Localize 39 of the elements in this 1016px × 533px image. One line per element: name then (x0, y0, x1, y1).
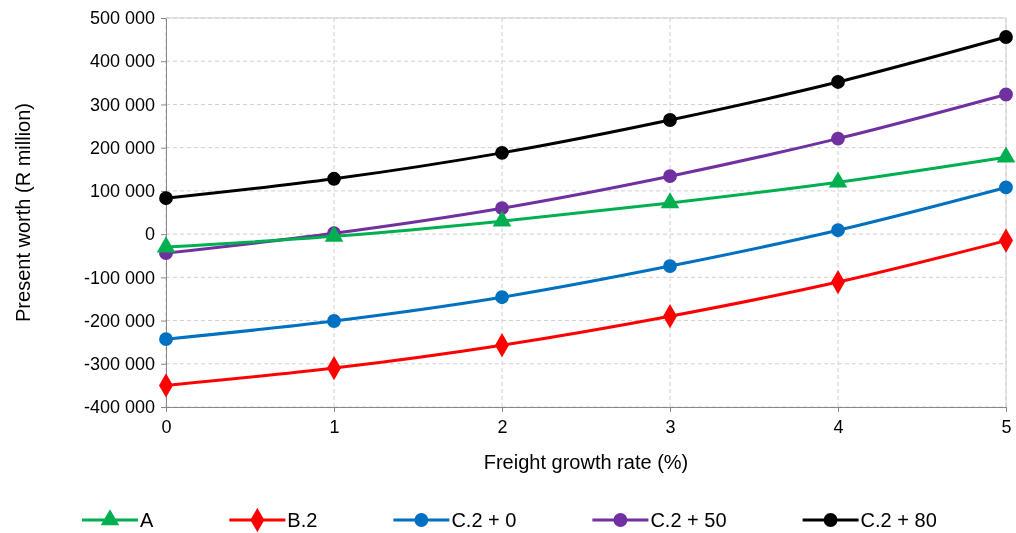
point (831, 75, 845, 89)
x-tick-label: 2 (497, 416, 508, 437)
point (663, 169, 677, 184)
y-tick-label: -100 000 (83, 267, 155, 288)
x-tick-label: 3 (665, 416, 676, 437)
legend-label: B.2 (287, 509, 318, 531)
y-tick-label: 0 (144, 224, 155, 245)
legend-label: C.2 + 0 (451, 509, 517, 531)
y-tick-label: 200 000 (89, 137, 155, 158)
point (495, 201, 509, 216)
x-tick-label: 0 (161, 416, 172, 437)
point (831, 223, 845, 238)
legend-label: C.2 + 50 (650, 509, 727, 531)
x-tick-label: 4 (833, 416, 844, 437)
point (663, 259, 677, 273)
y-tick-label: 300 000 (89, 94, 155, 115)
point (327, 314, 341, 328)
x-axis-title: Freight growth rate (%) (483, 451, 689, 473)
y-tick-label: 500 000 (89, 8, 155, 29)
x-tick-label: 5 (1001, 416, 1012, 437)
y-tick-label: -200 000 (83, 310, 155, 331)
point (159, 332, 173, 347)
y-tick-label: 400 000 (89, 51, 155, 72)
y-tick-label: 100 000 (89, 181, 155, 202)
y-tick-label: -400 000 (83, 397, 155, 418)
point (999, 180, 1013, 195)
point (831, 131, 845, 146)
point (159, 191, 173, 206)
y-axis-title: Present worth (R million) (12, 103, 34, 322)
y-tick-label: -300 000 (83, 354, 155, 375)
point (663, 113, 677, 127)
point (999, 30, 1013, 44)
point (999, 87, 1013, 102)
point (327, 171, 341, 186)
x-tick-label: 1 (329, 416, 340, 437)
point (495, 145, 509, 160)
legend-label: A (140, 509, 154, 531)
legend-label: C.2 + 80 (860, 509, 937, 531)
point (495, 290, 509, 305)
